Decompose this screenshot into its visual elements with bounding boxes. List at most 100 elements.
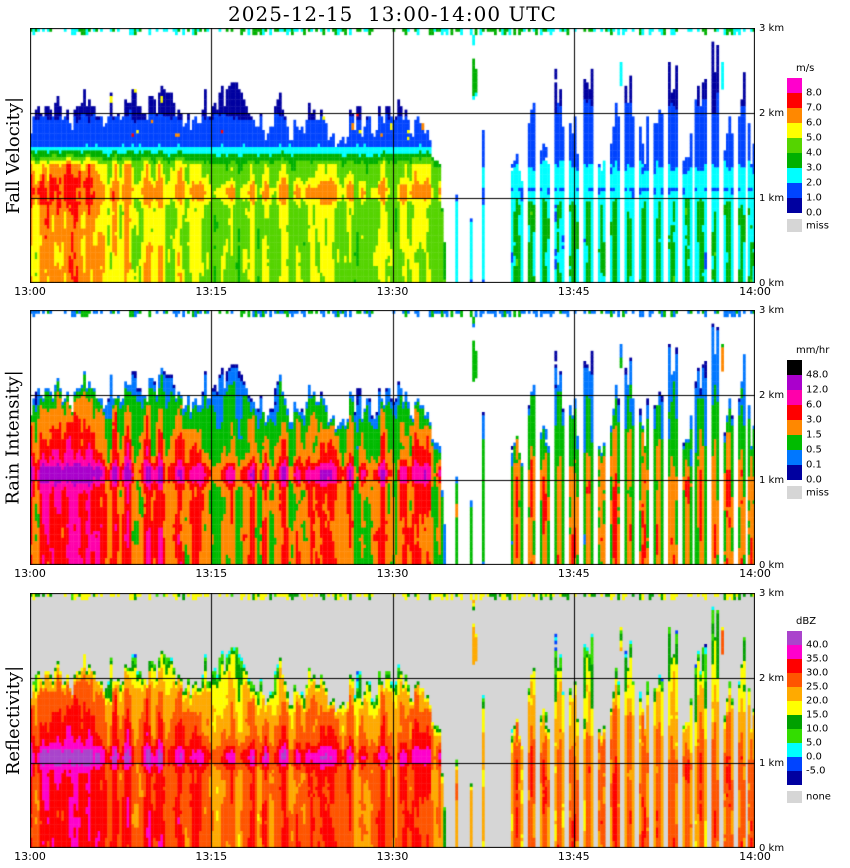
colorbar-units-label: m/s bbox=[796, 63, 815, 74]
colorbar-units-label: mm/hr bbox=[796, 345, 830, 356]
colorbar-segment bbox=[787, 771, 802, 785]
colorbar-segment bbox=[787, 108, 802, 123]
rain-intensity-heatmap bbox=[30, 310, 755, 565]
height-axis-tick-label: 0 km bbox=[759, 560, 785, 571]
x-axis-tick-label: 13:00 bbox=[14, 567, 46, 580]
colorbar-tick-label: 3.0 bbox=[806, 414, 822, 426]
colorbar-tick-label: 0.0 bbox=[806, 474, 822, 486]
colorbar-segment bbox=[787, 701, 802, 715]
colorbar-tick-label: 0.0 bbox=[806, 751, 822, 763]
x-axis-tick-label: 14:00 bbox=[739, 285, 771, 298]
colorbar-segment bbox=[787, 390, 802, 405]
colorbar-segment bbox=[787, 450, 802, 465]
y-axis-title-text: Rain Intensity| bbox=[3, 370, 25, 505]
colorbar-segment bbox=[787, 645, 802, 659]
colorbar-tick-label: 30.0 bbox=[806, 667, 829, 679]
x-axis-tick-label: 13:30 bbox=[376, 285, 409, 298]
colorbar-tick-label: 4.0 bbox=[806, 147, 822, 159]
colorbar-tick-label: 10.0 bbox=[806, 723, 829, 735]
height-axis-tick-label: 1 km bbox=[759, 193, 785, 204]
colorbar-segment bbox=[787, 405, 802, 420]
colorbar-segment bbox=[787, 729, 802, 743]
colorbar-segment bbox=[787, 138, 802, 153]
colorbar-tick-label: 25.0 bbox=[806, 681, 829, 693]
colorbar-missing-swatch bbox=[787, 791, 802, 803]
colorbar-units-label: dBZ bbox=[796, 616, 817, 627]
x-axis-tick-label: 13:15 bbox=[195, 850, 228, 863]
x-axis-tick-label: 13:45 bbox=[557, 567, 590, 580]
colorbar-segment bbox=[787, 123, 802, 138]
y-axis-title-reflectivity: Reflectivity| bbox=[0, 593, 27, 848]
reflectivity-heatmap bbox=[30, 593, 755, 848]
colorbar-tick-label: 15.0 bbox=[806, 709, 829, 721]
y-axis-title-fall-velocity: Fall Velocity| bbox=[0, 28, 27, 283]
colorbar-tick-label: 8.0 bbox=[806, 87, 822, 99]
colorbar-tick-label: 48.0 bbox=[806, 369, 829, 381]
x-axis-tick-label: 13:30 bbox=[376, 850, 409, 863]
colorbar-segment bbox=[787, 659, 802, 673]
colorbar-segment bbox=[787, 375, 802, 390]
colorbar-tick-label: 20.0 bbox=[806, 695, 829, 707]
colorbar-tick-label: 6.0 bbox=[806, 399, 822, 411]
height-axis-tick-label: 3 km bbox=[759, 23, 785, 34]
chart-title: 2025-12-15 13:00-14:00 UTC bbox=[228, 2, 557, 26]
colorbar-segment bbox=[787, 631, 802, 645]
x-axis-tick-label: 14:00 bbox=[739, 850, 771, 863]
x-axis-tick-label: 13:45 bbox=[557, 285, 590, 298]
colorbar-segment bbox=[787, 465, 802, 480]
colorbar-tick-label: 40.0 bbox=[806, 639, 829, 651]
colorbar-segment bbox=[787, 435, 802, 450]
x-axis-tick-label: 13:00 bbox=[14, 850, 46, 863]
colorbar-segment bbox=[787, 183, 802, 198]
panel-reflectivity: Reflectivity| 13:00 13:15 13:30 13:45 14:00 3… bbox=[0, 588, 850, 868]
colorbar-tick-label: 0.5 bbox=[806, 444, 822, 456]
colorbar-tick-label: 1.0 bbox=[806, 192, 822, 204]
colorbar-segment bbox=[787, 153, 802, 168]
colorbar-segment bbox=[787, 360, 802, 375]
x-axis-tick-label: 13:30 bbox=[376, 567, 409, 580]
height-axis-tick-label: 2 km bbox=[759, 390, 785, 401]
x-axis-tick-label: 13:45 bbox=[557, 850, 590, 863]
colorbar-tick-label: 0.1 bbox=[806, 459, 822, 471]
colorbar-missing-label: miss bbox=[806, 220, 829, 231]
height-axis-tick-label: 2 km bbox=[759, 673, 785, 684]
colorbar-segment bbox=[787, 420, 802, 435]
colorbar-tick-label: 7.0 bbox=[806, 102, 822, 114]
colorbar-segment bbox=[787, 757, 802, 771]
height-axis-tick-label: 0 km bbox=[759, 278, 785, 289]
panel-rain-intensity: Rain Intensity| 13:00 13:15 13:30 13:45 14:0… bbox=[0, 305, 850, 592]
panel-fall-velocity: Fall Velocity| 13:00 13:15 13:30 13:45 14:00… bbox=[0, 23, 850, 310]
x-axis-tick-label: 14:00 bbox=[739, 567, 771, 580]
colorbar-tick-label: 6.0 bbox=[806, 117, 822, 129]
colorbar-segment bbox=[787, 168, 802, 183]
colorbar-segment bbox=[787, 715, 802, 729]
colorbar-segment bbox=[787, 93, 802, 108]
height-axis-tick-label: 1 km bbox=[759, 758, 785, 769]
colorbar-tick-label: 5.0 bbox=[806, 132, 822, 144]
y-axis-title-rain-intensity: Rain Intensity| bbox=[0, 310, 27, 565]
fall-velocity-heatmap bbox=[30, 28, 755, 283]
height-axis-tick-label: 3 km bbox=[759, 588, 785, 599]
y-axis-title-text: Fall Velocity| bbox=[3, 96, 25, 215]
colorbar-tick-label: 3.0 bbox=[806, 162, 822, 174]
colorbar-segment bbox=[787, 743, 802, 757]
y-axis-title-text: Reflectivity| bbox=[3, 665, 25, 776]
colorbar-missing-swatch bbox=[787, 219, 802, 232]
colorbar-tick-label: 12.0 bbox=[806, 384, 829, 396]
x-axis-tick-label: 13:00 bbox=[14, 285, 46, 298]
x-axis-tick-label: 13:15 bbox=[195, 567, 228, 580]
colorbar-missing-label: miss bbox=[806, 487, 829, 498]
colorbar-segment bbox=[787, 687, 802, 701]
height-axis-tick-label: 0 km bbox=[759, 843, 785, 854]
colorbar-segment bbox=[787, 78, 802, 93]
colorbar-segment bbox=[787, 198, 802, 213]
colorbar-tick-label: 35.0 bbox=[806, 653, 829, 665]
colorbar-tick-label: 0.0 bbox=[806, 207, 822, 219]
colorbar-tick-label: 1.5 bbox=[806, 429, 822, 441]
colorbar-segment bbox=[787, 673, 802, 687]
x-axis-tick-label: 13:15 bbox=[195, 285, 228, 298]
colorbar-tick-label: 2.0 bbox=[806, 177, 822, 189]
height-axis-tick-label: 2 km bbox=[759, 108, 785, 119]
colorbar-tick-label: 5.0 bbox=[806, 737, 822, 749]
